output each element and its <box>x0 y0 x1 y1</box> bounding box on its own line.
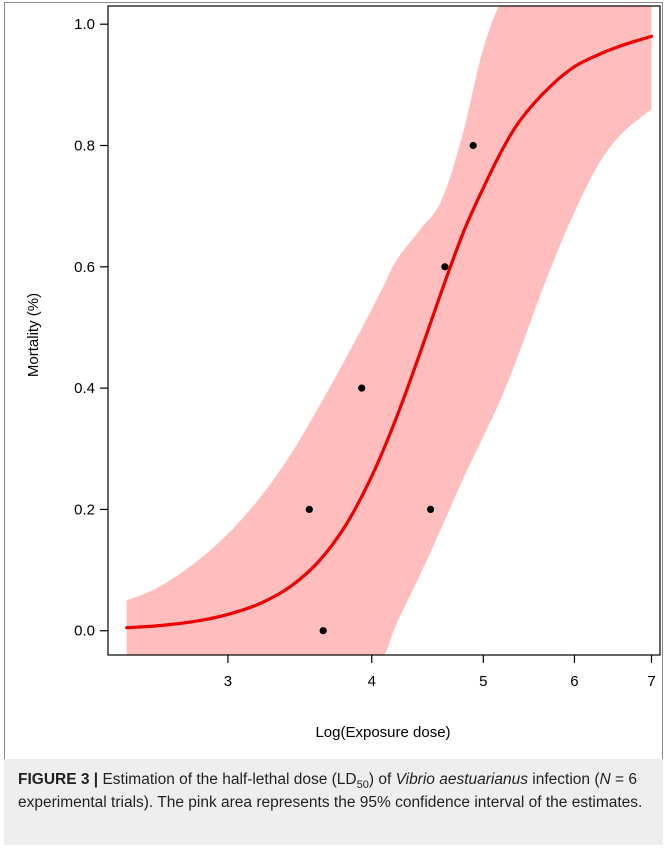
y-tick-label: 0.8 <box>74 138 95 155</box>
y-tick-label: 0.2 <box>74 501 95 518</box>
data-point <box>319 627 327 635</box>
data-point <box>441 263 449 271</box>
x-tick-label: 6 <box>570 673 578 690</box>
data-point <box>427 505 435 513</box>
caption-species: Vibrio aestuarianus <box>395 771 528 788</box>
data-point <box>358 384 366 392</box>
x-tick-label: 4 <box>368 673 376 690</box>
plot-box <box>107 5 661 656</box>
y-axis-label: Mortality (%) <box>25 293 42 377</box>
x-tick-label: 5 <box>479 673 487 690</box>
chart: 0.0 0.2 0.4 0.6 0.8 1.0 3 4 5 6 7 Mortality (%) L… <box>25 5 661 741</box>
x-tick-label: 7 <box>647 673 655 690</box>
caption-n-symbol: N <box>599 771 611 788</box>
caption-text-4: = 6 experimental trials). The pink area … <box>18 771 643 811</box>
caption-box <box>4 759 663 845</box>
caption-text-2: ) of <box>368 771 396 788</box>
caption-label: FIGURE 3 | <box>18 771 99 788</box>
y-tick-label: 0.4 <box>74 380 95 397</box>
y-tick-label: 0.6 <box>74 259 95 276</box>
caption-text-1: Estimation of the half-lethal dose (LD <box>98 771 357 788</box>
caption-subscript: 50 <box>356 779 369 792</box>
data-point <box>469 141 477 150</box>
y-tick-label: 0.0 <box>74 623 95 640</box>
confidence-band <box>126 6 652 655</box>
y-tick-label: 1.0 <box>74 16 95 33</box>
figure-caption: FIGURE 3 | Estimation of the half-lethal… <box>18 768 648 814</box>
data-point <box>305 505 313 513</box>
fitted-curve <box>125 34 654 630</box>
caption-text-3: infection ( <box>527 771 600 788</box>
x-axis-label: Log(Exposure dose) <box>315 724 450 741</box>
x-tick-label: 3 <box>224 673 232 690</box>
